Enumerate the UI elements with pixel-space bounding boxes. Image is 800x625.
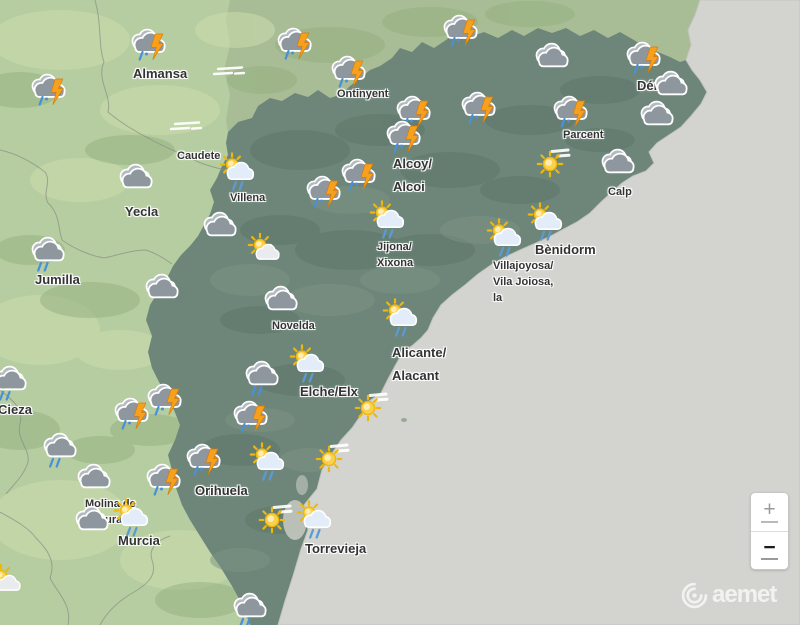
place-label-jumilla: Jumilla xyxy=(35,272,80,287)
weather-icon-storm xyxy=(306,175,341,208)
place-label-murcia: Murcia xyxy=(118,533,160,548)
weather-icon-storm xyxy=(443,14,478,47)
weather-icon-sun-cloud-rain xyxy=(382,298,418,337)
place-label-villajoyosa-vila-joiosa-la: Villajoyosa/Vila Joiosa, la xyxy=(493,260,554,304)
weather-icon-sun-cloud-rain xyxy=(249,442,285,481)
weather-icon-cloud-rain xyxy=(43,432,77,468)
weather-icon-sun-cloud-rain xyxy=(219,152,255,191)
weather-icon-storm xyxy=(186,443,221,476)
place-label-b-nidorm: Bènidorm xyxy=(535,242,596,257)
weather-icon-cloud-rain xyxy=(233,592,267,625)
place-label-caudete: Caudete xyxy=(177,150,221,162)
place-label-alcoy-alcoi: Alcoy/Alcoi xyxy=(393,156,433,194)
terrain-highlights xyxy=(0,10,275,590)
weather-icon-cloudy xyxy=(145,273,179,299)
region-alicante-province xyxy=(146,28,707,625)
place-label-ontinyent: Ontinyent xyxy=(337,88,389,100)
weather-icon-storm xyxy=(114,397,149,430)
zoom-control-divider xyxy=(751,530,788,532)
place-label-calp: Calp xyxy=(608,186,632,198)
aemet-swirl-icon xyxy=(681,582,708,608)
weather-icon-storm xyxy=(386,120,421,153)
weather-icon-cloudy xyxy=(203,211,237,237)
weather-icon-wind xyxy=(169,121,203,131)
zoom-in-button[interactable]: + xyxy=(751,493,788,531)
place-label-elche-elx: Elche/Elx xyxy=(300,384,358,399)
weather-icon-storm xyxy=(553,95,588,128)
zoom-out-label: − xyxy=(761,536,778,561)
place-label-torrevieja: Torrevieja xyxy=(305,541,367,556)
weather-icon-cloudy xyxy=(264,285,298,311)
weather-icon-storm xyxy=(147,383,182,416)
weather-icon-cloudy xyxy=(640,100,674,126)
zoom-out-button[interactable]: − xyxy=(751,532,788,570)
region-valencia xyxy=(224,0,700,132)
weather-icon-storm xyxy=(396,95,431,128)
place-label-yecla: Yecla xyxy=(125,204,159,219)
weather-icon-sun-cloud xyxy=(0,563,21,591)
weather-icon-cloudy xyxy=(654,70,688,96)
weather-icon-cloud-rain xyxy=(0,365,27,401)
sea xyxy=(277,0,800,625)
weather-icon-storm xyxy=(31,73,66,106)
place-label-jijona-xixona: Jijona/Xixona xyxy=(377,241,414,269)
weather-icon-sun-haze xyxy=(354,392,389,422)
weather-icon-sun-cloud-rain xyxy=(289,344,325,383)
weather-icon-sun-cloud-rain xyxy=(527,202,563,241)
weather-icon-sun-haze xyxy=(536,148,571,178)
weather-icon-storm xyxy=(461,91,496,124)
place-label-novelda: Novelda xyxy=(272,320,315,332)
weather-icon-sun-cloud-rain xyxy=(486,218,522,257)
place-label-orihuela: Orihuela xyxy=(195,483,248,498)
weather-icon-sun-cloud-rain xyxy=(113,498,149,537)
weather-icon-cloud-rain xyxy=(245,360,279,396)
weather-icon-cloudy xyxy=(535,42,569,68)
weather-icon-sun-haze xyxy=(315,443,350,473)
weather-icon-storm xyxy=(626,41,661,74)
attribution-text: aemet xyxy=(712,581,777,608)
zoom-in-label: + xyxy=(761,498,778,524)
place-label-cieza: Cieza xyxy=(0,402,32,417)
weather-icon-storm xyxy=(277,27,312,60)
weather-icon-sun-cloud xyxy=(247,232,280,260)
weather-icon-storm xyxy=(233,400,268,433)
weather-icon-storm xyxy=(131,28,166,61)
weather-icon-cloudy xyxy=(75,505,109,531)
weather-icon-wind xyxy=(212,66,246,76)
place-label-parcent: Parcent xyxy=(563,129,604,141)
weather-icon-storm xyxy=(146,463,181,496)
weather-icon-sun-cloud-rain xyxy=(369,200,405,239)
weather-icon-sun-haze xyxy=(258,504,293,534)
admin-boundaries xyxy=(0,0,227,625)
weather-icon-cloudy xyxy=(601,148,635,174)
weather-icon-storm xyxy=(341,158,376,191)
weather-icon-storm xyxy=(331,55,366,88)
weather-icon-sun-cloud-rain xyxy=(296,500,332,539)
weather-icon-cloud-rain xyxy=(31,236,65,272)
weather-icon-cloudy xyxy=(77,463,111,489)
map-attribution: aemet xyxy=(681,581,777,609)
place-label-almansa: Almansa xyxy=(133,66,188,81)
zoom-control: + − xyxy=(750,492,789,570)
place-label-villena: Villena xyxy=(230,192,266,204)
place-label-alicante-alacant: Alicante/Alacant xyxy=(392,345,447,383)
weather-icon-cloudy xyxy=(119,163,153,189)
